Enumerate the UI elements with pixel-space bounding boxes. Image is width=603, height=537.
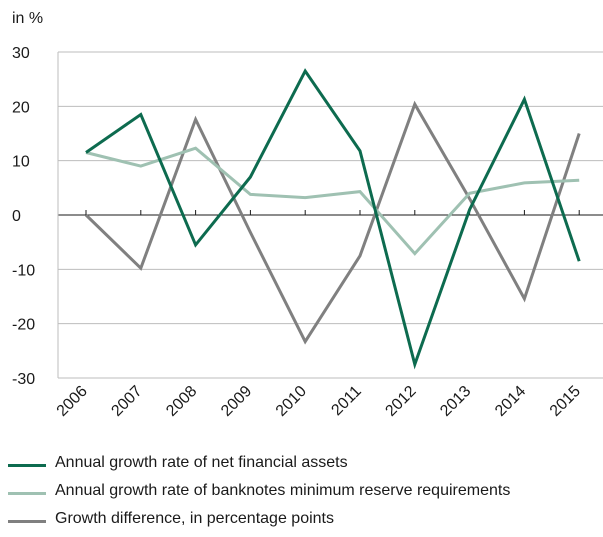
x-axis: [85, 210, 580, 215]
y-tick-label: 10: [12, 154, 30, 171]
x-tick-label: 2006: [54, 383, 91, 420]
gridlines: [57, 51, 603, 379]
legend-label: Annual growth rate of net financial asse…: [55, 454, 348, 471]
y-tick-label: -30: [12, 371, 35, 388]
legend-label: Growth difference, in percentage points: [55, 510, 334, 527]
x-tick-label: 2013: [437, 383, 474, 420]
x-tick-label: 2009: [218, 383, 255, 420]
y-unit-label: in %: [12, 10, 43, 27]
x-tick-labels: 2006 2007 2008 2009 2010 2011 2012 2013 2014 2015: [54, 383, 584, 420]
x-tick-label: 2012: [382, 383, 419, 420]
x-tick-label: 2015: [547, 383, 584, 420]
x-tick-label: 2011: [328, 383, 364, 419]
x-tick-label: 2008: [163, 383, 200, 420]
y-tick-label: 20: [12, 99, 30, 116]
legend-item: Annual growth rate of net financial asse…: [0, 452, 603, 480]
legend-swatch: [8, 492, 46, 495]
series-line-1: [85, 68, 581, 370]
legend-item: Annual growth rate of banknotes minimum …: [0, 480, 603, 508]
series-line-2: [85, 146, 580, 256]
y-tick-label: -10: [12, 262, 35, 279]
legend-swatch: [8, 520, 46, 523]
legend: Annual growth rate of net financial asse…: [0, 452, 603, 536]
series-line-3: [84, 100, 581, 345]
legend-item: Growth difference, in percentage points: [0, 508, 603, 536]
y-tick-label: 0: [12, 208, 21, 225]
x-tick-label: 2014: [492, 383, 529, 420]
x-tick-label: 2007: [108, 383, 145, 420]
y-tick-label: -20: [12, 317, 35, 334]
legend-swatch: [8, 464, 46, 467]
legend-label: Annual growth rate of banknotes minimum …: [55, 482, 511, 499]
y-tick-label: 30: [12, 45, 30, 62]
x-tick-label: 2010: [273, 383, 310, 420]
series-lines: [84, 68, 581, 370]
y-tick-labels: 30 20 10 0 -10 -20 -30: [12, 45, 35, 388]
